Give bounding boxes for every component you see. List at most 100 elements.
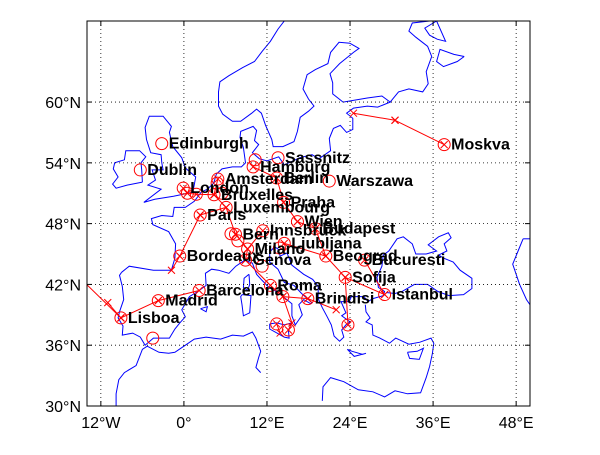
route-line xyxy=(284,242,326,257)
city-marker xyxy=(219,200,233,214)
route-waypoint-marker xyxy=(175,252,184,260)
city-marker xyxy=(277,195,291,209)
x-tick-label: 12°E xyxy=(250,415,285,432)
station-marker xyxy=(146,331,160,345)
city-marker xyxy=(239,253,253,267)
city-marker xyxy=(211,172,225,186)
route-waypoint-marker xyxy=(321,252,330,260)
city-label: Dublin xyxy=(147,162,197,179)
station-marker xyxy=(276,290,290,304)
city-label: Luxembourg xyxy=(233,199,330,216)
city-label: Sassnitz xyxy=(285,150,350,167)
route-waypoint-marker xyxy=(272,174,281,182)
route-waypoint-marker xyxy=(360,256,369,264)
route-line xyxy=(252,166,277,179)
route-waypoint-marker xyxy=(196,211,205,219)
station-marker xyxy=(341,318,355,332)
city-label-layer: Edinburgh Sassnitz Moskva Hamburg Dublin Amst… xyxy=(128,136,510,327)
route-line xyxy=(314,228,327,257)
x-tick-label: 0° xyxy=(176,415,191,432)
route-waypoint-marker xyxy=(195,286,203,295)
route-waypoint-marker xyxy=(293,217,302,226)
city-marker xyxy=(176,181,190,195)
route-waypoint-marker xyxy=(440,140,449,149)
city-marker xyxy=(319,249,333,263)
station-marker xyxy=(231,234,245,248)
city-marker xyxy=(155,137,169,151)
city-label: Madrid xyxy=(165,293,217,310)
city-label: Sofija xyxy=(352,269,396,286)
city-marker xyxy=(270,171,284,185)
x-tick-label: 12°W xyxy=(81,415,121,432)
x-tick-label: 36°E xyxy=(416,415,451,432)
city-label: Milano xyxy=(255,241,306,258)
route-waypoint-marker xyxy=(213,175,222,183)
route-waypoint-marker xyxy=(344,321,352,329)
station-marker xyxy=(189,187,203,201)
city-marker xyxy=(228,227,242,241)
city-label: Innsbruck xyxy=(270,223,347,240)
coastline xyxy=(512,238,530,305)
route-waypoint-marker xyxy=(349,109,358,118)
station-marker xyxy=(248,153,262,167)
route-line xyxy=(307,298,337,311)
city-marker xyxy=(437,138,451,152)
city-label: Istanbul xyxy=(392,287,453,304)
city-label: Genova xyxy=(253,252,312,269)
route-line xyxy=(297,221,316,230)
city-label: Lisboa xyxy=(128,310,180,327)
city-marker xyxy=(246,160,260,174)
station-marker xyxy=(281,323,295,337)
city-label: Beograd xyxy=(333,248,398,265)
city-label: Bruxelles xyxy=(221,187,293,204)
route-waypoint-marker xyxy=(222,203,230,212)
city-marker xyxy=(378,288,392,302)
route-waypoint-marker xyxy=(258,226,267,235)
route-line xyxy=(276,323,281,334)
route-waypoint-marker xyxy=(154,296,163,305)
plot-frame xyxy=(86,20,531,407)
route-line xyxy=(225,207,236,235)
city-label: Moskva xyxy=(451,137,510,154)
city-marker xyxy=(192,284,206,297)
coastline xyxy=(242,273,251,292)
route-waypoint-marker xyxy=(288,319,296,327)
city-marker xyxy=(193,208,207,222)
y-tick-label: 36°N xyxy=(45,338,81,355)
city-label: London xyxy=(190,180,249,197)
route-waypoint-marker xyxy=(183,189,192,198)
x-tick-label: 24°E xyxy=(333,415,368,432)
city-label: Wien xyxy=(304,214,342,231)
route-waypoint-marker xyxy=(279,198,288,207)
coastline xyxy=(389,21,433,103)
city-label: Brindisi xyxy=(315,291,375,308)
city-marker xyxy=(151,294,165,308)
station-marker xyxy=(215,186,229,200)
city-label: Paris xyxy=(207,207,246,224)
route-waypoint-marker xyxy=(380,290,389,299)
route-line xyxy=(353,112,396,121)
route-waypoint-marker xyxy=(243,245,252,253)
coastline xyxy=(407,347,425,360)
city-label: Ljubljana xyxy=(291,235,361,252)
graticule xyxy=(87,21,530,406)
x-tick-label: 48°E xyxy=(499,415,534,432)
route-waypoint-marker xyxy=(280,239,289,248)
route-waypoint-marker xyxy=(103,298,112,307)
city-label: Barcelona xyxy=(206,283,283,300)
route-line xyxy=(394,119,445,146)
coastline xyxy=(436,48,465,68)
y-tick-label: 48°N xyxy=(45,217,81,234)
coastline xyxy=(200,305,209,313)
city-label: Bucuresti xyxy=(372,252,446,269)
coastline xyxy=(240,294,252,317)
route-waypoint-marker xyxy=(117,314,125,322)
station-marker xyxy=(270,317,284,331)
route-line xyxy=(364,259,386,295)
route-line xyxy=(344,276,385,296)
route-line xyxy=(213,178,219,195)
city-label: Hamburg xyxy=(260,159,330,176)
station-marker xyxy=(224,227,238,241)
city-marker xyxy=(338,270,352,284)
city-marker xyxy=(301,292,315,306)
